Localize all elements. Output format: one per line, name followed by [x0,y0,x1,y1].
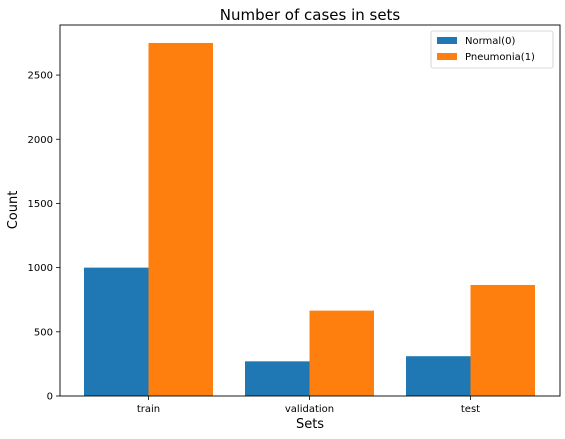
bar-normal-train [84,267,149,396]
y-axis-title: Count [6,191,21,230]
legend-label-pneumonia: Pneumonia(1) [465,52,535,63]
y-axis: 0 500 1000 1500 2000 2500 [28,71,60,403]
y-tick-label: 1000 [28,263,53,274]
legend-box [430,30,554,69]
bar-normal-validation [245,361,310,396]
x-tick-label-train: train [137,404,160,415]
plot-frame [59,24,561,397]
legend-swatch-pneumonia [437,53,457,60]
bar-pneumonia-validation [309,310,374,396]
x-tick-label-test: test [461,404,480,415]
x-axis-title: Sets [296,417,324,432]
y-tick-label: 2000 [28,135,53,146]
legend-label-normal: Normal(0) [465,36,515,47]
bar-pneumonia-train [148,42,213,396]
x-tick-label-validation: validation [285,404,334,415]
bar-pneumonia-test [470,284,535,396]
legend: Normal(0) Pneumonia(1) [430,30,554,69]
y-tick-label: 2500 [28,71,53,82]
chart-title: Number of cases in sets [220,6,401,24]
y-tick-label: 1500 [28,199,53,210]
y-tick-label: 0 [47,392,53,403]
y-tick-label: 500 [34,327,53,338]
bar-normal-test [406,356,471,396]
x-axis: train validation test [137,396,480,415]
legend-swatch-normal [437,37,457,44]
bars-group [84,42,535,396]
